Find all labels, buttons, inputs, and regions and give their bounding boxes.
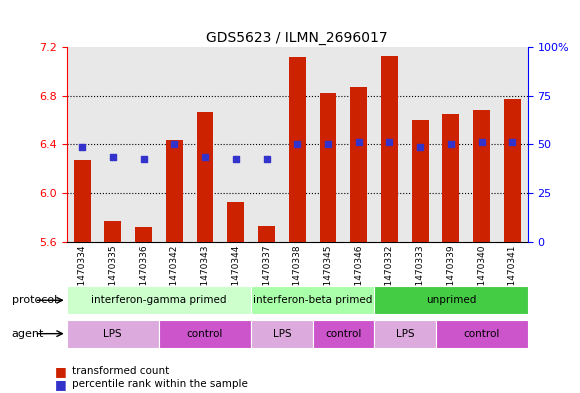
Bar <box>320 94 336 242</box>
Bar <box>436 320 528 348</box>
Bar <box>313 320 374 348</box>
Text: control: control <box>463 329 500 339</box>
Point <box>324 141 333 147</box>
Point <box>231 156 241 162</box>
Bar <box>251 286 374 314</box>
Bar <box>159 320 251 348</box>
Point <box>385 139 394 145</box>
Point <box>354 139 363 145</box>
Text: LPS: LPS <box>103 329 122 339</box>
Bar <box>251 320 313 348</box>
Text: control: control <box>187 329 223 339</box>
Bar <box>374 320 436 348</box>
Point <box>293 141 302 147</box>
Bar <box>104 221 121 242</box>
Text: agent: agent <box>12 329 44 339</box>
Bar <box>473 110 490 242</box>
Text: unprimed: unprimed <box>426 295 476 305</box>
Point <box>139 156 148 162</box>
Point <box>415 144 425 150</box>
Point <box>108 153 118 160</box>
Text: percentile rank within the sample: percentile rank within the sample <box>72 379 248 389</box>
Bar <box>227 202 244 242</box>
Text: LPS: LPS <box>273 329 291 339</box>
Text: ■: ■ <box>55 365 67 378</box>
Point <box>201 153 210 160</box>
Text: interferon-beta primed: interferon-beta primed <box>253 295 372 305</box>
Bar <box>67 286 251 314</box>
Bar <box>289 57 306 242</box>
Bar <box>74 160 90 242</box>
Bar <box>504 99 521 242</box>
Bar <box>412 120 429 242</box>
Title: GDS5623 / ILMN_2696017: GDS5623 / ILMN_2696017 <box>206 31 388 45</box>
Point <box>262 156 271 162</box>
Bar <box>135 227 152 242</box>
Text: protocol: protocol <box>12 295 57 305</box>
Point <box>508 139 517 145</box>
Point <box>78 144 87 150</box>
Bar <box>258 226 275 242</box>
Text: ■: ■ <box>55 378 67 391</box>
Bar <box>374 286 528 314</box>
Text: control: control <box>325 329 361 339</box>
Bar <box>381 56 398 242</box>
Bar <box>67 320 159 348</box>
Text: LPS: LPS <box>396 329 414 339</box>
Bar <box>197 112 213 242</box>
Point <box>170 141 179 147</box>
Text: transformed count: transformed count <box>72 366 170 376</box>
Bar <box>350 87 367 242</box>
Bar <box>443 114 459 242</box>
Point <box>447 141 456 147</box>
Point <box>477 139 487 145</box>
Text: interferon-gamma primed: interferon-gamma primed <box>91 295 227 305</box>
Bar <box>166 140 183 242</box>
